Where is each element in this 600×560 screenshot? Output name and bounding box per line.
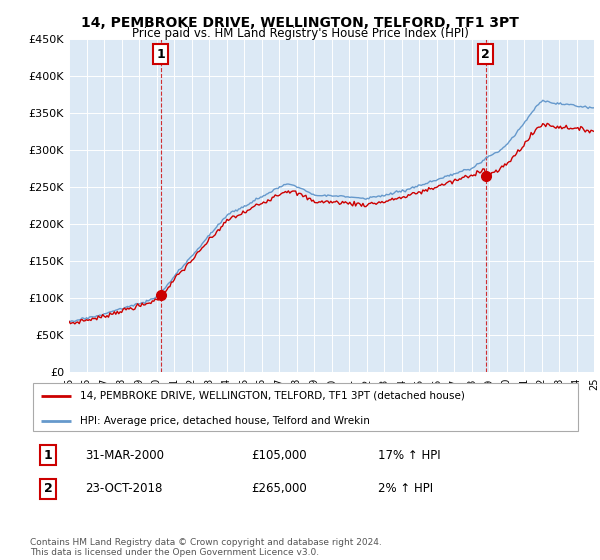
Text: £265,000: £265,000: [251, 482, 307, 495]
Text: 31-MAR-2000: 31-MAR-2000: [85, 449, 164, 461]
Text: Price paid vs. HM Land Registry's House Price Index (HPI): Price paid vs. HM Land Registry's House …: [131, 27, 469, 40]
Text: 1: 1: [157, 48, 165, 60]
Text: 14, PEMBROKE DRIVE, WELLINGTON, TELFORD, TF1 3PT (detached house): 14, PEMBROKE DRIVE, WELLINGTON, TELFORD,…: [80, 391, 464, 401]
Text: 14, PEMBROKE DRIVE, WELLINGTON, TELFORD, TF1 3PT: 14, PEMBROKE DRIVE, WELLINGTON, TELFORD,…: [81, 16, 519, 30]
Text: 2% ↑ HPI: 2% ↑ HPI: [378, 482, 433, 495]
Text: 17% ↑ HPI: 17% ↑ HPI: [378, 449, 440, 461]
Text: 23-OCT-2018: 23-OCT-2018: [85, 482, 163, 495]
Text: 1: 1: [44, 449, 53, 461]
Text: £105,000: £105,000: [251, 449, 307, 461]
FancyBboxPatch shape: [33, 384, 578, 431]
Text: HPI: Average price, detached house, Telford and Wrekin: HPI: Average price, detached house, Telf…: [80, 416, 370, 426]
Text: 2: 2: [481, 48, 490, 60]
Text: 2: 2: [44, 482, 53, 495]
Text: Contains HM Land Registry data © Crown copyright and database right 2024.
This d: Contains HM Land Registry data © Crown c…: [30, 538, 382, 557]
